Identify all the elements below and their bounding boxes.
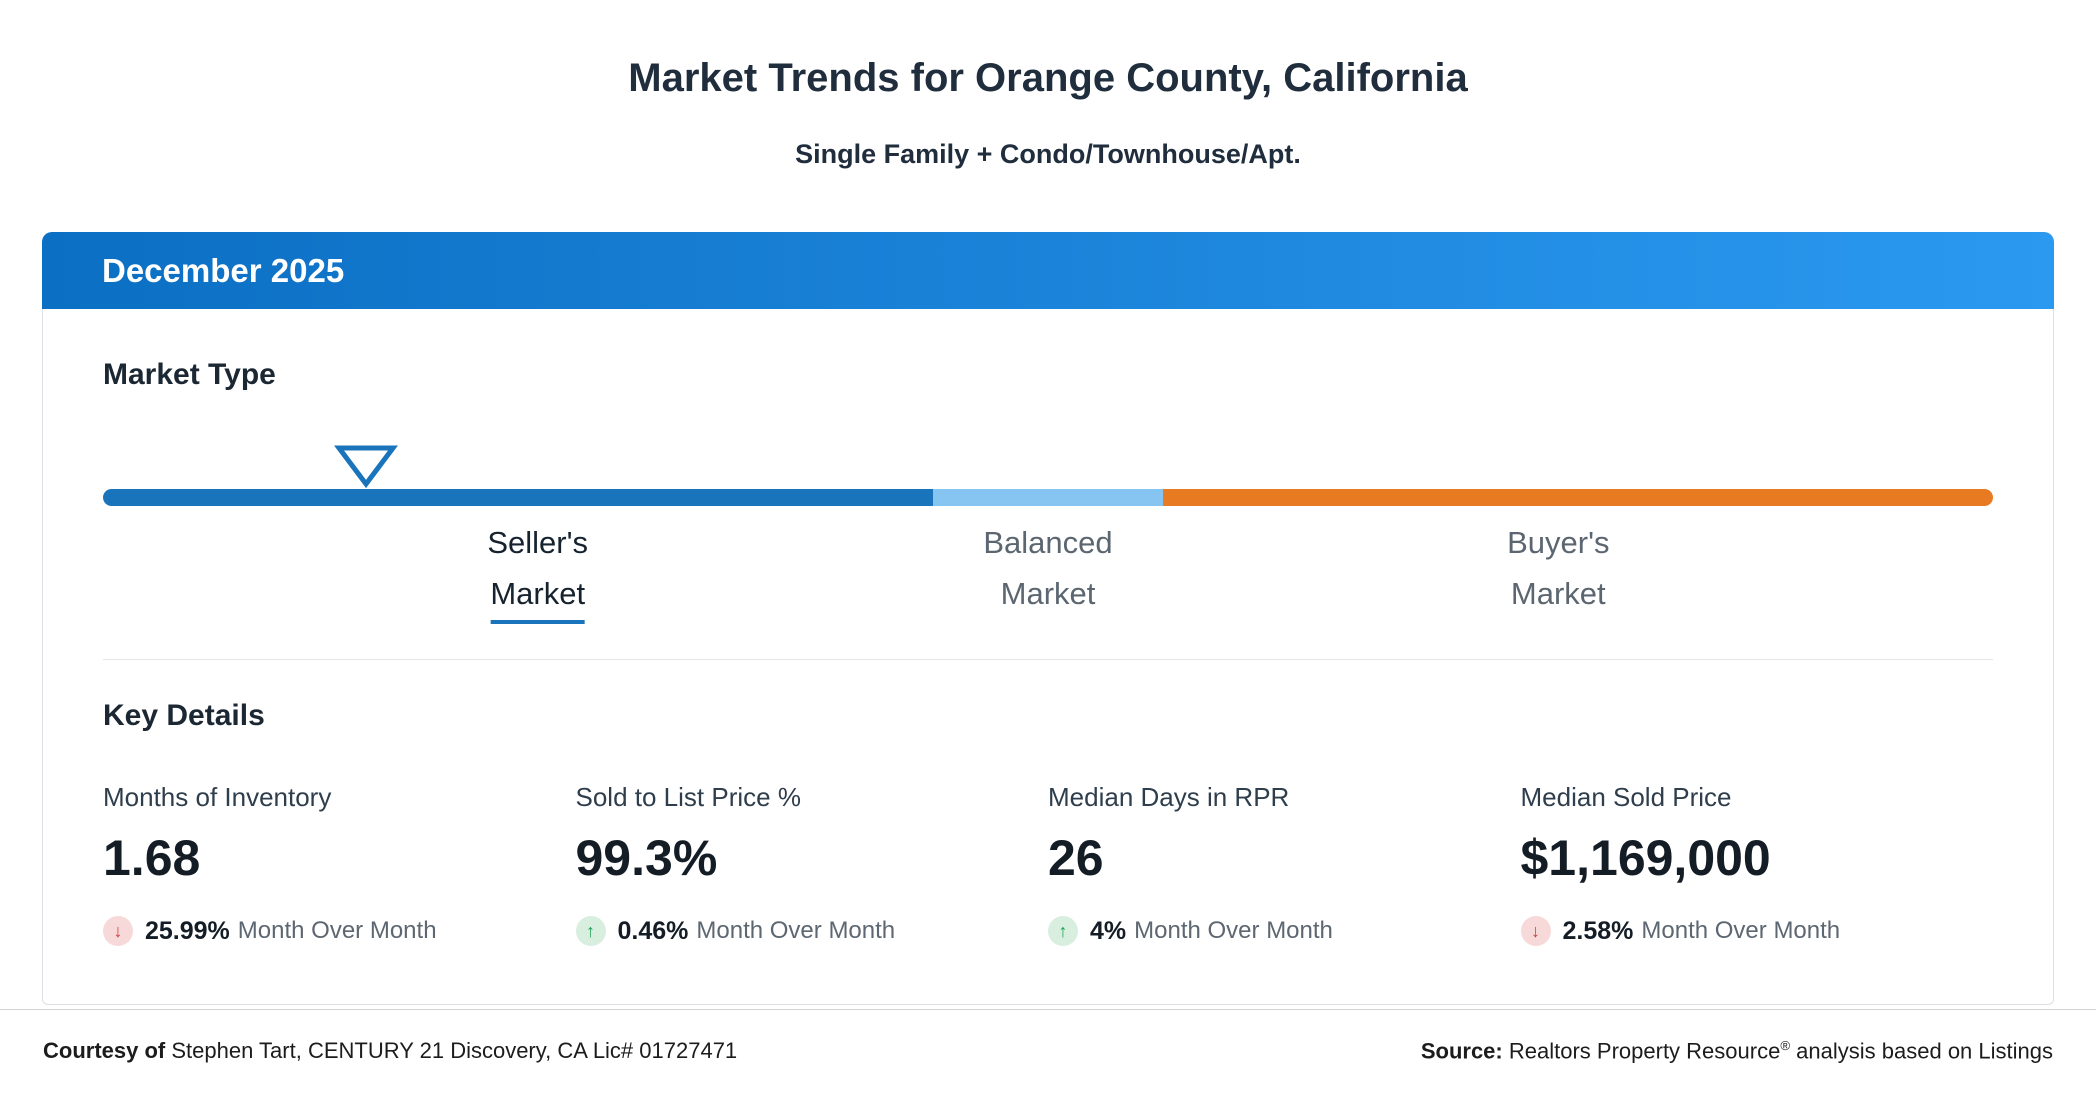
change-period: Month Over Month [696,917,896,944]
gauge-label-line1: Seller's [487,525,589,560]
source-rest: analysis based on Listings [1796,1038,2053,1063]
gauge-segment-buyers [1163,489,1993,506]
card-header: December 2025 [42,232,2054,309]
change-value: 2.58% [1562,916,1634,945]
courtesy-text: Courtesy of Stephen Tart, CENTURY 21 Dis… [43,1038,737,1064]
gauge-label-line2: Market [1000,575,1096,611]
metric-label: Median Sold Price [1520,782,1732,812]
gauge-marker-icon [333,445,398,489]
gauge-label-buyers-market: Buyer's Market [1507,522,1609,624]
market-type-gauge [103,445,1993,506]
gauge-bar [103,489,1993,506]
gauge-label-balanced-market: Balanced Market [983,522,1112,624]
arrow-down-icon: ↓ [103,916,133,946]
section-divider [103,659,1993,660]
page-title: Market Trends for Orange County, Califor… [628,56,1468,100]
metric-label: Months of Inventory [103,782,332,812]
key-details-heading: Key Details [103,699,265,732]
change-value: 4% [1090,916,1127,945]
trend-badge: ↑ 4% Month Over Month [1048,916,1521,946]
report-card: December 2025 Market Type Seller's [42,232,2054,1005]
courtesy-label: Courtesy of [43,1037,166,1063]
trend-badge: ↑ 0.46% Month Over Month [575,916,1049,946]
gauge-label-sellers-market: Seller's Market [487,522,588,624]
gauge-label-line1: Buyer's [1507,525,1610,560]
metric-label: Sold to List Price % [575,782,801,812]
gauge-segment-sellers [103,489,933,506]
registered-trademark-icon: ® [1780,1037,1791,1053]
change-value: 0.46% [617,916,689,945]
gauge-segment-balanced [932,489,1164,506]
period-label: December 2025 [102,251,345,289]
source-text: Source: Realtors Property Resource® anal… [1421,1038,2053,1064]
trend-badge: ↓ 25.99% Month Over Month [103,916,576,946]
change-period: Month Over Month [1134,917,1333,944]
metric-value: 26 [1048,830,1104,886]
metric-median-days-in-rpr: Median Days in RPR 26 ↑ 4% Month Over Mo… [1048,782,1521,946]
source-name: Realtors Property Resource [1508,1038,1781,1063]
metric-months-of-inventory: Months of Inventory 1.68 ↓ 25.99% Month … [103,782,576,946]
market-type-heading: Market Type [103,358,276,391]
metric-label: Median Days in RPR [1048,782,1290,812]
change-period: Month Over Month [1641,917,1841,944]
source-label: Source: [1420,1038,1503,1063]
courtesy-value: Stephen Tart, CENTURY 21 Discovery, CA L… [171,1037,738,1063]
gauge-label-line1: Balanced [983,525,1113,560]
key-details-metrics: Months of Inventory 1.68 ↓ 25.99% Month … [103,782,1993,946]
arrow-up-icon: ↑ [1048,916,1078,946]
gauge-labels: Seller's Market Balanced Market Buyer's … [103,522,1993,634]
change-period: Month Over Month [237,917,437,944]
gauge-label-line2: Market [1510,575,1606,611]
metric-value: 99.3% [575,830,718,886]
page-subtitle: Single Family + Condo/Townhouse/Apt. [795,139,1301,169]
trend-badge: ↓ 2.58% Month Over Month [1520,916,1994,946]
footer: Courtesy of Stephen Tart, CENTURY 21 Dis… [0,1008,2096,1100]
arrow-down-icon: ↓ [1520,916,1551,946]
gauge-marker [333,443,398,489]
card-body: Market Type Seller's Market [42,309,2054,1005]
metric-median-sold-price: Median Sold Price $1,169,000 ↓ 2.58% Mon… [1520,782,1994,946]
gauge-label-line2: Market [490,573,586,624]
metric-value: 1.68 [103,830,201,886]
metric-value: $1,169,000 [1520,830,1771,886]
metric-sold-to-list-price: Sold to List Price % 99.3% ↑ 0.46% Month… [575,782,1049,946]
arrow-up-icon: ↑ [575,916,606,946]
change-value: 25.99% [145,916,230,945]
